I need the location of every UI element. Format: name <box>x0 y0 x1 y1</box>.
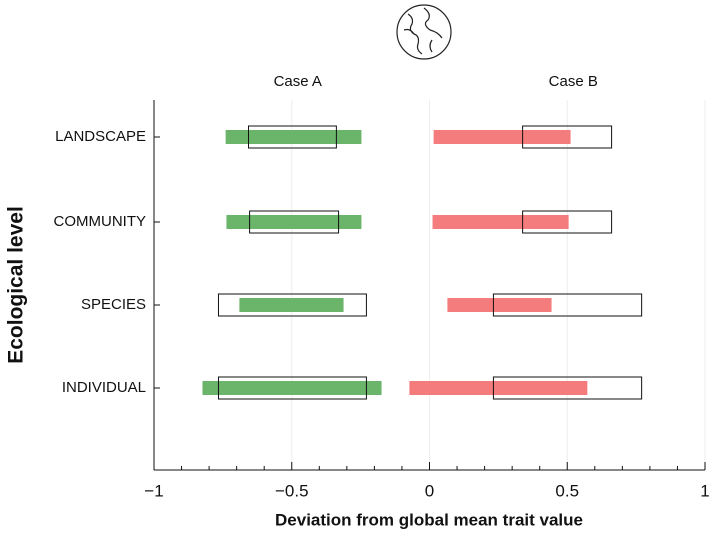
bar <box>409 381 588 395</box>
globe-icon <box>396 4 452 60</box>
box <box>249 210 340 234</box>
box <box>492 376 643 400</box>
bar <box>225 130 362 144</box>
bar <box>432 215 569 229</box>
y-axis-title: Ecological level <box>5 206 28 364</box>
x-axis-title: Deviation from global mean trait value <box>275 510 583 529</box>
series-label: Case B <box>549 73 598 90</box>
bar <box>239 298 344 312</box>
x-tick-label: 0 <box>425 481 434 500</box>
bar <box>226 215 362 229</box>
box <box>217 293 367 317</box>
box <box>492 293 643 317</box>
box <box>247 125 337 149</box>
y-tick-label: COMMUNITY <box>54 213 147 230</box>
box <box>217 376 367 400</box>
x-tick-label: 1 <box>700 481 709 500</box>
box <box>522 125 613 149</box>
y-tick-label: INDIVIDUAL <box>62 379 146 396</box>
box <box>522 210 613 234</box>
y-tick-label: LANDSCAPE <box>55 128 146 145</box>
series-label: Case A <box>274 73 322 90</box>
bar <box>202 381 382 395</box>
bar <box>433 130 571 144</box>
x-tick-label: −0.5 <box>275 481 309 500</box>
y-tick-label: SPECIES <box>81 296 146 313</box>
x-tick-label: −1 <box>144 481 163 500</box>
x-tick-label: 0.5 <box>555 481 579 500</box>
bar <box>447 298 552 312</box>
